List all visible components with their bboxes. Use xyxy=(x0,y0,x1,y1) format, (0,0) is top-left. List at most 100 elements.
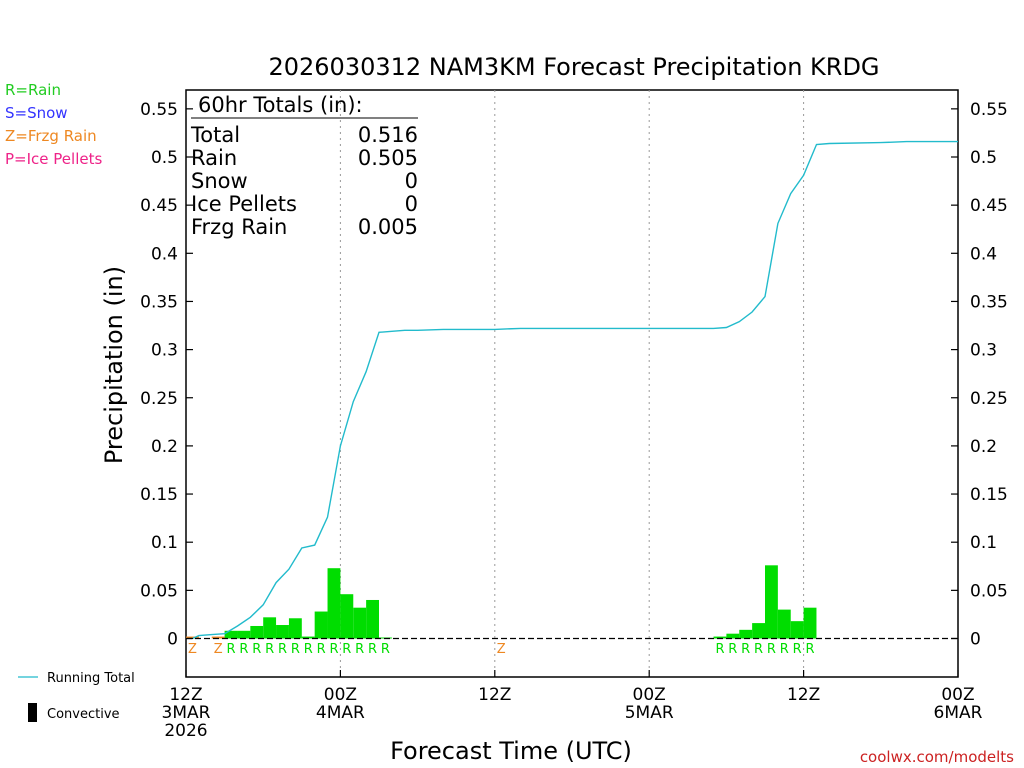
ptype-label: R xyxy=(252,642,261,657)
bar xyxy=(777,609,791,639)
ptype-legend-item: R=Rain xyxy=(5,81,61,99)
bar xyxy=(211,636,225,639)
totals-value: 0 xyxy=(405,169,418,193)
totals-header: 60hr Totals (in): xyxy=(198,93,363,117)
ptype-label: R xyxy=(780,642,789,657)
credit-text: coolwx.com/modelts xyxy=(860,748,1014,766)
x-tick-label: 12Z xyxy=(478,685,511,705)
bar xyxy=(739,629,753,639)
x-tick-label: 00Z xyxy=(324,685,357,705)
running-total-label: Running Total xyxy=(47,671,135,686)
ptype-label: R xyxy=(741,642,750,657)
ptype-label: R xyxy=(767,642,776,657)
ptype-label: R xyxy=(728,642,737,657)
x-tick-label: 4MAR xyxy=(316,703,365,723)
ptype-legend-item: Z=Frzg Rain xyxy=(5,127,97,145)
y-tick-label: 0.1 xyxy=(151,533,178,553)
y-tick-label: 0.45 xyxy=(140,196,178,216)
bar xyxy=(366,599,379,639)
running-total-group xyxy=(192,140,958,640)
y-tick-label: 0 xyxy=(970,630,981,650)
ptype-label: R xyxy=(278,642,287,657)
bar xyxy=(327,568,341,639)
y-tick-label: 0.3 xyxy=(151,341,178,361)
y-tick-label: 0.3 xyxy=(970,341,997,361)
x-tick-label: 00Z xyxy=(941,685,974,705)
bar xyxy=(250,625,264,639)
x-tick-label: 3MAR xyxy=(162,703,211,723)
y-tick-label: 0.5 xyxy=(970,148,997,168)
bar xyxy=(314,611,328,639)
ptype-label: R xyxy=(806,642,815,657)
ptype-legend-item: S=Snow xyxy=(5,104,68,122)
x-axis-title: Forecast Time (UTC) xyxy=(390,737,632,765)
y-tick-label: 0.25 xyxy=(140,389,178,409)
x-tick-label: 00Z xyxy=(633,685,666,705)
ptype-label: R xyxy=(291,642,300,657)
bar xyxy=(288,618,302,639)
y-tick-label: 0.1 xyxy=(970,533,997,553)
y-tick-label: 0.05 xyxy=(970,581,1008,601)
y-tick-label: 0.35 xyxy=(140,292,178,312)
ptype-label: R xyxy=(381,642,390,657)
ptype-legend: R=Rain S=Snow Z=Frzg Rain P=Ice Pellets xyxy=(5,81,102,168)
y-tick-label: 0.4 xyxy=(151,244,178,264)
bar xyxy=(263,617,277,639)
ptype-label: R xyxy=(342,642,351,657)
ptype-label: R xyxy=(239,642,248,657)
bar-series xyxy=(186,565,817,639)
y-tick-label: 0.05 xyxy=(140,581,178,601)
ptype-label: R xyxy=(793,642,802,657)
ptype-label: R xyxy=(317,642,326,657)
chart-title: 2026030312 NAM3KM Forecast Precipitation… xyxy=(268,53,879,81)
ptype-label: Z xyxy=(214,642,223,657)
totals-label: Rain xyxy=(191,146,237,170)
y-axis-left: 0 0.05 0.1 0.15 0.2 0.25 0.3 0.35 0.4 0.45 0.5 0.55 xyxy=(140,100,193,650)
totals-label: Total xyxy=(190,123,240,147)
bar xyxy=(790,621,804,639)
bar xyxy=(224,630,238,639)
y-tick-label: 0.5 xyxy=(151,148,178,168)
plot-frame xyxy=(185,89,959,678)
ptype-label: R xyxy=(265,642,274,657)
totals-label: Frzg Rain xyxy=(191,215,287,239)
ptype-label: Z xyxy=(497,642,506,657)
ptype-label: R xyxy=(368,642,377,657)
totals-value: 0.516 xyxy=(358,123,418,147)
convective-label: Convective xyxy=(47,707,120,722)
y-tick-label: 0.2 xyxy=(151,437,178,457)
x-tick-label: 5MAR xyxy=(625,703,674,723)
ptype-label: R xyxy=(329,642,338,657)
bar xyxy=(752,623,765,639)
x-tick-label: 6MAR xyxy=(934,703,983,723)
y-tick-label: 0.55 xyxy=(140,100,178,120)
y-axis-title: Precipitation (in) xyxy=(100,266,128,464)
y-axis-right: 0 0.05 0.1 0.15 0.2 0.25 0.3 0.35 0.4 0.45 0.5 0.55 xyxy=(951,100,1008,650)
bar xyxy=(765,565,778,639)
ptype-label: Z xyxy=(188,642,197,657)
convective-swatch xyxy=(28,703,37,722)
x-tick-label: 2026 xyxy=(164,721,207,741)
y-tick-label: 0.4 xyxy=(970,244,997,264)
totals-value: 0 xyxy=(405,192,418,216)
ptype-label: R xyxy=(355,642,364,657)
y-tick-label: 0.35 xyxy=(970,292,1008,312)
bar xyxy=(301,636,315,639)
bar xyxy=(237,630,251,639)
grid-lines xyxy=(339,90,805,677)
ptype-label: R xyxy=(754,642,763,657)
y-tick-label: 0.2 xyxy=(970,437,997,457)
y-tick-label: 0.15 xyxy=(970,485,1008,505)
ptype-label: R xyxy=(715,642,724,657)
totals-label: Ice Pellets xyxy=(191,192,297,216)
y-tick-label: 0.25 xyxy=(970,389,1008,409)
totals-value: 0.005 xyxy=(358,215,418,239)
bar xyxy=(713,636,727,639)
totals-label: Snow xyxy=(191,169,248,193)
ptype-legend-item: P=Ice Pellets xyxy=(5,150,102,168)
bar xyxy=(340,594,354,639)
y-tick-label: 0.45 xyxy=(970,196,1008,216)
y-tick-label: 0.55 xyxy=(970,100,1008,120)
